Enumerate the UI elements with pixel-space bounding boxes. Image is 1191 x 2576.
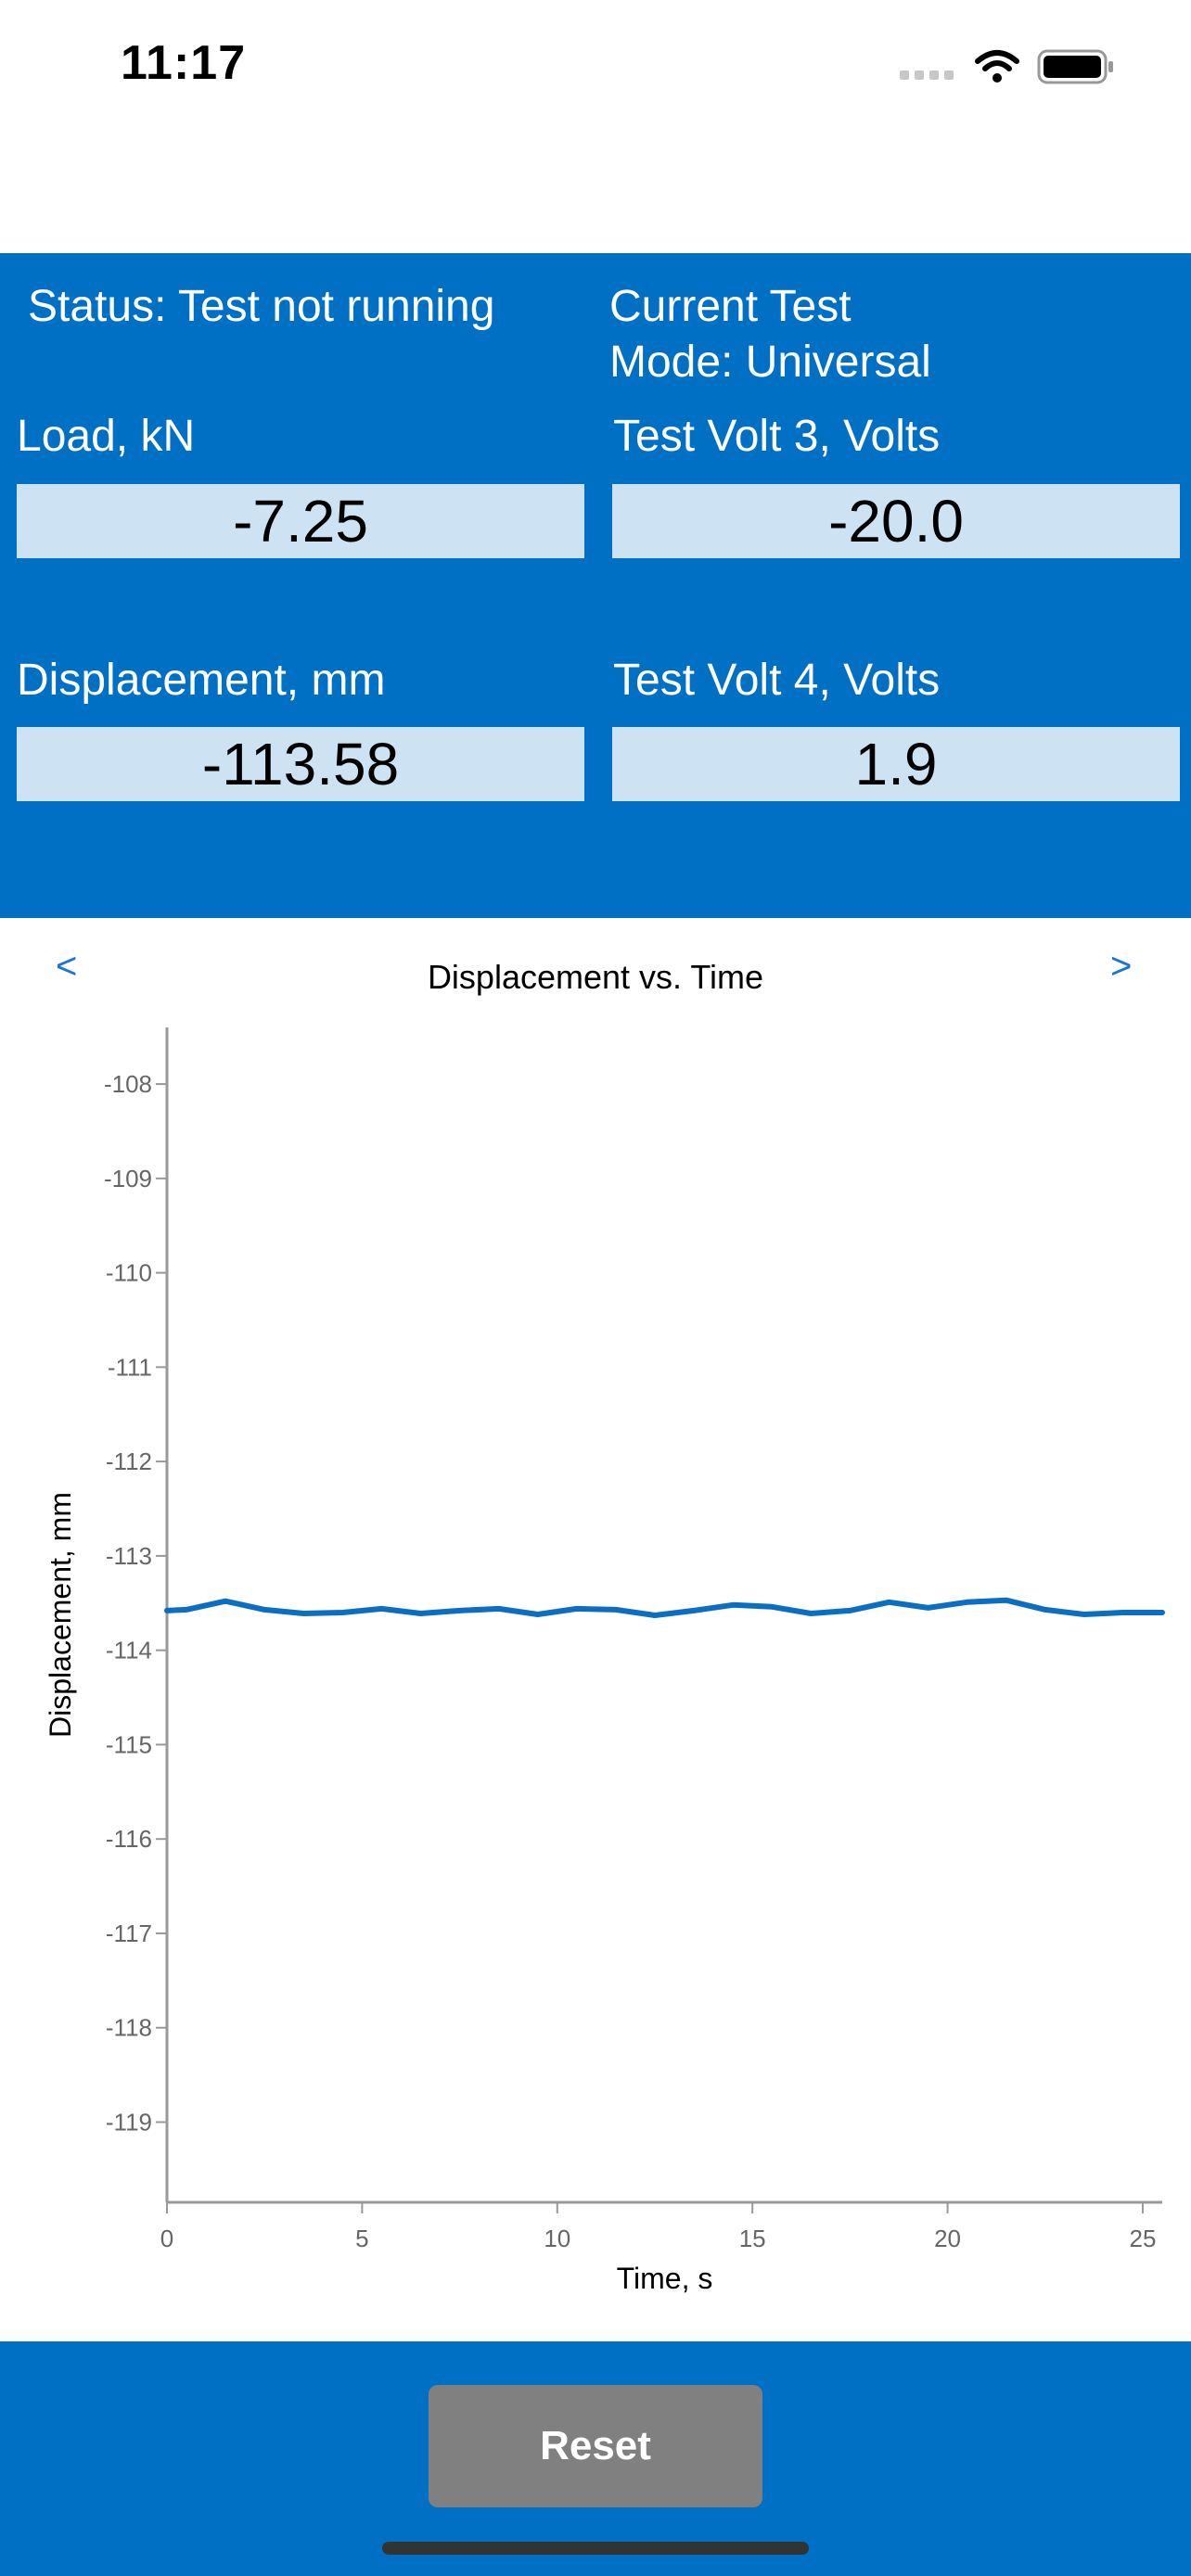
cellular-signal-icon <box>900 70 954 80</box>
displacement-label: Displacement, mm <box>17 656 386 705</box>
y-tick-label: -109 <box>104 1165 152 1192</box>
battery-icon <box>1037 49 1113 84</box>
y-tick-label: -117 <box>106 1919 152 1947</box>
series-line <box>164 1597 1165 1618</box>
status-bar: 11:17 <box>0 0 1191 139</box>
reset-button[interactable]: Reset <box>429 2385 762 2507</box>
test-status: Status: Test not running <box>28 282 495 331</box>
volt4-label: Test Volt 4, Volts <box>613 656 941 705</box>
chart-area: < > Displacement vs. Time -108 -109 -110 -11… <box>0 918 1191 2341</box>
home-indicator <box>382 2542 809 2555</box>
toolbar: SOFTWA-99999 <box>0 139 1191 364</box>
x-tick-label: 25 <box>1129 2225 1156 2252</box>
volt4-value: 1.9 <box>612 727 1180 801</box>
prev-chart-button[interactable]: < <box>56 946 78 987</box>
load-value: -7.25 <box>17 484 584 558</box>
y-tick-label: -115 <box>106 1730 152 1758</box>
load-label: Load, kN <box>17 412 196 461</box>
x-tick-label: 10 <box>544 2225 570 2252</box>
displacement-chart: Displacement vs. Time -108 -109 -110 -111 -11… <box>44 958 1165 2295</box>
y-tick-label: -114 <box>106 1637 152 1664</box>
test-mode-line2: Mode: Universal <box>609 338 931 387</box>
y-tick-label: -111 <box>108 1353 152 1381</box>
next-chart-button[interactable]: > <box>1110 946 1133 987</box>
x-tick-label: 20 <box>934 2225 961 2252</box>
y-tick-label: -108 <box>104 1070 152 1098</box>
y-tick-label: -118 <box>106 2014 152 2042</box>
x-tick-label: 15 <box>739 2225 766 2252</box>
x-tick-label: 0 <box>160 2225 173 2252</box>
volt3-label: Test Volt 3, Volts <box>613 412 941 461</box>
x-axis-label: Time, s <box>617 2262 713 2295</box>
volt3-value: -20.0 <box>612 484 1180 558</box>
chart-title: Displacement vs. Time <box>428 958 763 996</box>
readout-panel: Status: Test not running Current Test Mo… <box>0 253 1191 918</box>
y-tick-label: -113 <box>106 1542 152 1570</box>
clock: 11:17 <box>121 36 247 90</box>
y-axis-label: Displacement, mm <box>44 1492 77 1738</box>
y-tick-label: -119 <box>106 2108 152 2136</box>
displacement-value: -113.58 <box>17 727 584 801</box>
x-tick-label: 5 <box>355 2225 368 2252</box>
y-tick-label: -112 <box>106 1447 152 1475</box>
y-tick-label: -116 <box>106 1825 152 1853</box>
y-tick-label: -110 <box>106 1259 152 1287</box>
wifi-icon <box>975 50 1019 83</box>
test-mode-line1: Current Test <box>609 282 852 331</box>
